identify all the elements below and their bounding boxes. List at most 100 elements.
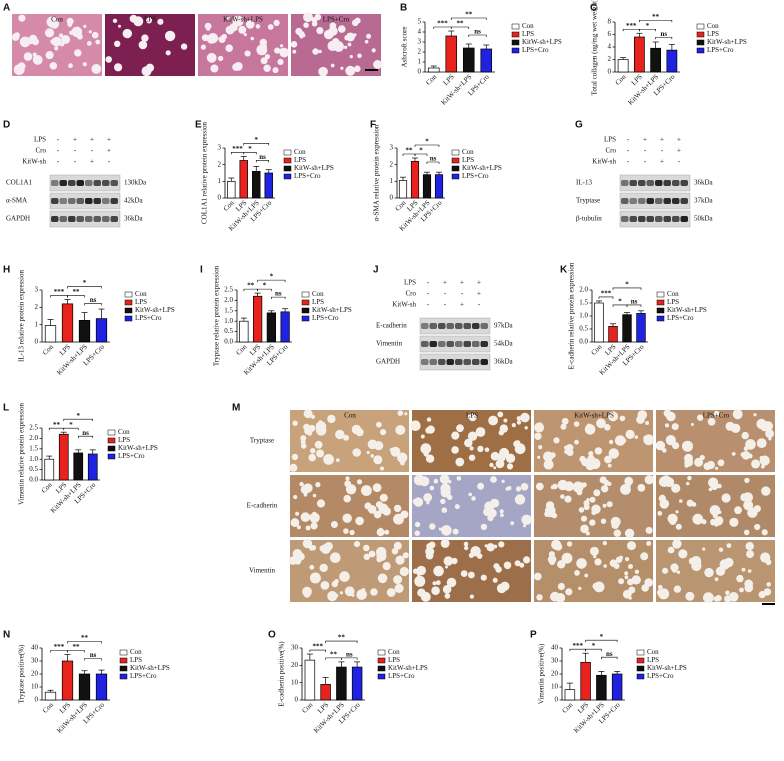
alveolus [456,424,464,433]
y-axis-label: Tryptase relative protein expression [213,265,221,366]
alveolus [514,560,521,567]
blot-band [646,198,654,204]
significance-bracket [585,639,618,643]
alveolus [300,512,311,522]
alveolus [225,25,235,35]
blot-band [455,359,463,365]
alveolus [309,512,320,523]
legend-label: LPS+Cro [522,46,549,54]
bar [44,691,57,701]
blot-band [472,341,480,347]
alveolus [484,447,490,453]
alveolus [305,525,311,531]
y-tick-label: 1 [35,320,39,328]
legend-label: LPS+Cro [312,314,339,322]
alveolus [728,592,739,602]
alveolus [442,585,452,594]
blot-band [629,216,637,222]
legend-label: Con [294,148,306,156]
alveolus [557,582,566,591]
alveolus [327,414,336,424]
alveolus [714,516,723,526]
alveolus [370,454,375,458]
blot-band [663,180,671,186]
alveolus [294,557,302,565]
alveolus [425,551,434,560]
y-tick-label: 10 [31,683,39,691]
alveolus [238,25,247,34]
alveolus [460,570,468,577]
alveolus [516,420,522,425]
alveolus [573,421,580,427]
alveolus [340,66,344,70]
y-tick-label: 0.5 [224,327,233,335]
y-tick-label: 1 [218,177,222,185]
alveolus [67,22,73,27]
alveolus [534,422,545,433]
alveolus [708,487,713,492]
alveolus [759,456,764,460]
blot-band [446,359,454,365]
significance-label: ** [73,288,81,296]
significance-label: ns [275,290,282,298]
alveolus [433,565,444,577]
alveolus [645,421,650,425]
alveolus [307,430,313,436]
legend-label: LPS+Cro [707,46,734,54]
size-label: 36kDa [694,179,714,187]
alveolus [290,518,300,527]
blot-band [655,198,663,204]
legend-label: Con [135,290,147,298]
y-tick-label: 1 [390,177,394,185]
x-tick-label: LPS [442,73,456,87]
alveolus [634,569,640,574]
alveolus [165,50,171,56]
condition-sign: - [627,147,630,155]
alveolus [323,454,334,465]
alveolus [423,493,433,502]
blot-band [438,359,446,365]
blot-band [438,323,446,329]
alveolus [393,541,402,550]
image-label: Con [51,16,63,24]
significance-label: *** [437,20,448,28]
alveolus [744,583,754,593]
alveolus [300,435,307,442]
alveolus [611,521,620,529]
alveolus [614,435,626,446]
alveolus [366,33,372,39]
significance-bracket [601,656,618,660]
alveolus [50,39,56,45]
alveolus [499,509,504,514]
alveolus [507,486,512,491]
y-tick-label: 3 [418,38,422,46]
alveolus [138,40,148,50]
alveolus [593,489,601,497]
alveolus [312,48,319,55]
alveolus [657,589,664,596]
significance-label: ** [81,634,89,642]
alveolus [394,583,404,594]
y-tick-label: 2.0 [224,296,233,304]
alveolus [354,65,361,73]
legend-label: LPS [118,436,130,444]
alveolus [608,411,619,422]
legend-swatch [119,673,128,680]
alveolus [318,49,322,54]
alveolus [314,440,323,449]
alveolus [765,429,774,438]
error-bar [60,431,67,435]
bar [61,660,74,701]
error-bar [620,57,627,60]
alveolus [719,559,730,570]
alveolus [311,511,317,517]
error-bar [338,661,345,668]
error-bar [47,319,54,326]
significance-label: * [255,136,259,144]
significance-bracket [255,160,270,163]
panel-letter: F [370,120,376,131]
alveolus [429,523,436,530]
alveolus [618,578,625,585]
alveolus [308,453,317,462]
alveolus [414,530,421,536]
